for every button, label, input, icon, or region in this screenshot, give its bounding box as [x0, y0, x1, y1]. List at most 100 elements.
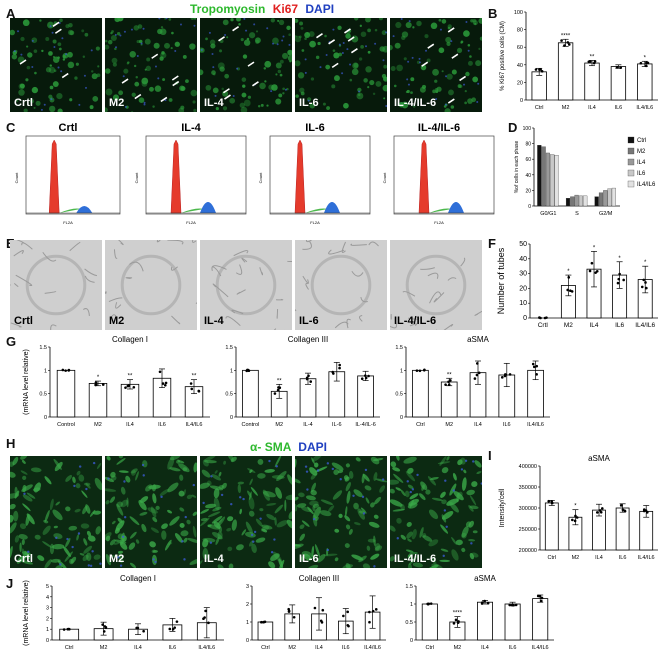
chart-d-bar-0-2 [545, 152, 550, 207]
asma-label: α- SMA [250, 440, 291, 454]
panel-label-j: J [6, 576, 14, 591]
chartG1-category-0: Control [57, 422, 75, 428]
flow-xlabel-1: FL2A [186, 220, 196, 225]
chartG3-ytick-3: 1.5 [395, 345, 403, 351]
chartG2-category-4: IL-4/IL-6 [355, 422, 375, 428]
chartJ1-bar-0 [59, 628, 80, 641]
chartI-category-2: IL4 [595, 555, 603, 561]
chartB-category-2: IL4 [588, 105, 596, 111]
rowE-image-4: IL-4/IL-6 [390, 240, 482, 330]
chartJ3-category-4: IL4/IL6 [532, 645, 549, 651]
chartB-category-3: IL6 [615, 105, 623, 111]
chart-j3: aSMA 0 0.5 1 1.5 Ctrl **** M2 IL4 IL6 IL4/IL6 [405, 574, 554, 651]
rowH-label-1: M2 [109, 553, 125, 565]
chartB-category-4: IL4/IL6 [636, 105, 653, 111]
chart-d-bar-1-1 [570, 196, 575, 207]
chart-d-bar-1-2 [574, 194, 579, 207]
chartG3-category-0: Ctrl [416, 422, 425, 428]
chartF-category-1: M2 [564, 322, 573, 329]
flow-title-3: IL-4/IL-6 [418, 122, 460, 134]
chart-d-ytick-0: 0 [528, 204, 531, 210]
rowA-label-1: M2 [109, 97, 125, 109]
rowH-label-0: Crtl [14, 553, 33, 565]
chartG3-ytick-2: 1 [400, 368, 403, 374]
chartG3-sig-1: ** [447, 372, 452, 378]
chartJ3-bar-0 [421, 603, 438, 641]
chartB-category-1: M2 [562, 105, 570, 111]
chartB-sig-4: * [644, 55, 647, 61]
chart-d-ytick-5: 100 [523, 126, 532, 132]
chartG1-ylabel: (mRNA level relative) [23, 349, 30, 415]
chartG3-bar-1 [440, 381, 458, 418]
rowA-image-3: IL-6 [295, 18, 387, 112]
chartG2-title: Collagen III [288, 335, 328, 344]
chartJ2-ytick-1: 1 [246, 620, 249, 626]
chartG1-category-2: IL4 [126, 422, 134, 428]
chartJ1-title: Collagen I [120, 574, 156, 583]
chartJ2-category-3: IL6 [342, 645, 350, 651]
chartI-ytick-1: 250000 [519, 527, 537, 533]
chartJ3-sig-1: **** [453, 611, 463, 617]
chartF-ytick-5: 50 [519, 241, 527, 248]
chartB-sig-1: **** [561, 33, 571, 39]
panel-label-a: A [6, 6, 16, 21]
rowH-label-3: IL-6 [299, 553, 319, 565]
chart-d-category-1: S [575, 211, 579, 217]
flow-title-2: IL-6 [305, 122, 325, 134]
chartF-ytick-0: 0 [523, 315, 527, 322]
chartG2-category-3: IL-6 [332, 422, 341, 428]
chartJ3-category-0: Ctrl [426, 645, 435, 651]
flow-xlabel-2: FL2A [310, 220, 320, 225]
chartF-category-3: IL6 [615, 322, 624, 329]
chartI-ytick-2: 300000 [519, 506, 537, 512]
chartI-ytick-3: 350000 [519, 485, 537, 491]
chart-d-bar-1-4 [583, 195, 588, 207]
chart-g1: Collagen I (mRNA level relative) 0 0.5 1 1.5 C… [23, 335, 210, 428]
chart-d-ytick-4: 80 [525, 142, 531, 148]
chartJ3-category-1: M2 [454, 645, 462, 651]
rowE-label-4: IL-4/IL-6 [394, 315, 437, 327]
rowH-label-4: IL-4/IL-6 [394, 553, 437, 565]
chartJ3-bar-3 [504, 603, 521, 641]
chartJ3-title: aSMA [474, 574, 496, 583]
chart-f: Number of tubes 0 10 20 30 40 50 Crtl * M2 * IL4 * IL… [496, 241, 658, 329]
rowE-image-0: Crtl [10, 240, 102, 330]
rowA-image-4: IL-4/IL-6 [390, 18, 482, 112]
chartB-category-0: Ctrl [535, 105, 544, 111]
chartJ2-category-0: Ctrl [261, 645, 270, 651]
rowA-label-0: Crtl [14, 97, 33, 109]
rowA-label-3: IL-6 [299, 97, 319, 109]
rowH-image-1: M2 [105, 456, 197, 568]
chart-d-bar-0-1 [541, 146, 546, 207]
chart-d-legend-4: IL4/IL6 [637, 182, 656, 188]
rowA-image-0: Crtl [10, 18, 102, 112]
chartJ2-ytick-3: 3 [246, 584, 249, 590]
chart-d-bar-2-2 [603, 190, 608, 207]
chartI-ytick-4: 400000 [519, 464, 537, 470]
chartG2-bar-4 [357, 375, 374, 418]
panel-label-i: I [488, 448, 492, 463]
chartG1-ytick-3: 1.5 [39, 345, 47, 351]
rowA-label-4: IL-4/IL-6 [394, 97, 437, 109]
panel-label-d: D [508, 120, 518, 135]
rowE-label-2: IL-4 [204, 315, 224, 327]
chartJ3-category-2: IL4 [481, 645, 489, 651]
rowA-image-1: M2 [105, 18, 197, 112]
chartJ2-title: Collagen III [299, 574, 339, 583]
chartJ1-ytick-2: 2 [46, 616, 49, 622]
rowH-image-4: IL-4/IL-6 [390, 456, 482, 568]
chart-d-legend-3: IL6 [637, 171, 646, 177]
rowH-image-2: IL-4 [200, 456, 292, 568]
chartB-ytick-4: 80 [517, 28, 523, 34]
panel-label-h: H [6, 436, 16, 451]
flow-histogram-1: IL-4 Count FL2A [134, 122, 247, 225]
stain-legend-a: Tropomyosin Ki67 DAPI [190, 2, 334, 16]
chartJ1-ytick-5: 5 [46, 584, 49, 590]
chartG2-category-2: IL-4 [303, 422, 312, 428]
chartB-bar-2 [584, 62, 600, 101]
chartI-category-0: Ctrl [548, 555, 557, 561]
chartG1-title: Collagen I [112, 335, 148, 344]
chart-d-bar-1-3 [578, 195, 583, 207]
chartJ2-ytick-2: 2 [246, 602, 249, 608]
chart-d-bar-2-0 [594, 196, 599, 207]
